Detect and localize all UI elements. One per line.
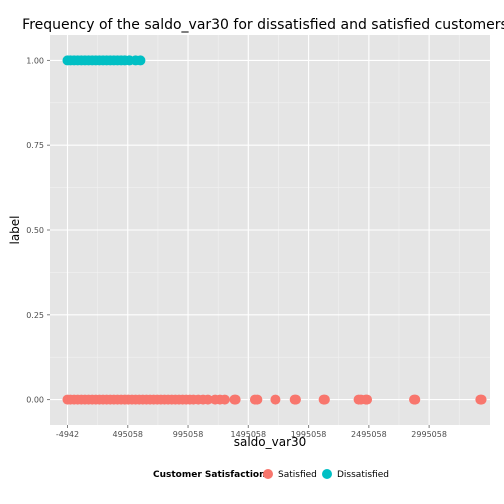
x-axis-title: saldo_var30 — [234, 435, 307, 449]
y-axis-ticks: 0.00 0.25 0.50 0.75 1.00 — [26, 56, 50, 405]
data-point-dissatisfied — [135, 55, 146, 66]
x-tick-label: 1495058 — [230, 430, 266, 439]
y-tick-label: 1.00 — [26, 56, 44, 65]
data-point-satisfied — [476, 394, 487, 405]
x-tick-label: 1995058 — [291, 430, 327, 439]
y-tick-label: 0.00 — [26, 396, 44, 405]
data-point-satisfied — [219, 394, 230, 405]
data-point-satisfied — [270, 394, 281, 405]
legend: Customer Satisfaction Satisfied Dissatis… — [153, 469, 389, 480]
data-point-satisfied — [202, 394, 213, 405]
data-point-satisfied — [252, 394, 263, 405]
x-tick-label: 2495058 — [351, 430, 387, 439]
x-tick-label: 2995058 — [411, 430, 447, 439]
y-tick-label: 0.25 — [26, 311, 44, 320]
data-point-satisfied — [319, 394, 330, 405]
data-point-satisfied — [410, 394, 421, 405]
legend-title: Customer Satisfaction — [153, 470, 266, 480]
y-axis-title: label — [8, 215, 22, 244]
legend-label-dissatisfied: Dissatisfied — [337, 470, 389, 480]
y-tick-label: 0.50 — [26, 226, 44, 235]
x-tick-label: 995058 — [173, 430, 204, 439]
x-axis-ticks: -4942 495058 995058 1495058 1995058 2495058 29… — [56, 425, 447, 439]
x-tick-label: 495058 — [112, 430, 143, 439]
legend-key-dissatisfied — [322, 469, 332, 479]
data-point-satisfied — [230, 394, 241, 405]
legend-label-satisfied: Satisfied — [278, 470, 317, 480]
chart-title: Frequency of the saldo_var30 for dissati… — [22, 17, 504, 33]
data-point-satisfied — [290, 394, 301, 405]
legend-key-satisfied — [263, 469, 273, 479]
data-points — [62, 55, 487, 405]
data-point-satisfied — [362, 394, 373, 405]
y-tick-label: 0.75 — [26, 141, 44, 150]
x-tick-label: -4942 — [56, 430, 79, 439]
